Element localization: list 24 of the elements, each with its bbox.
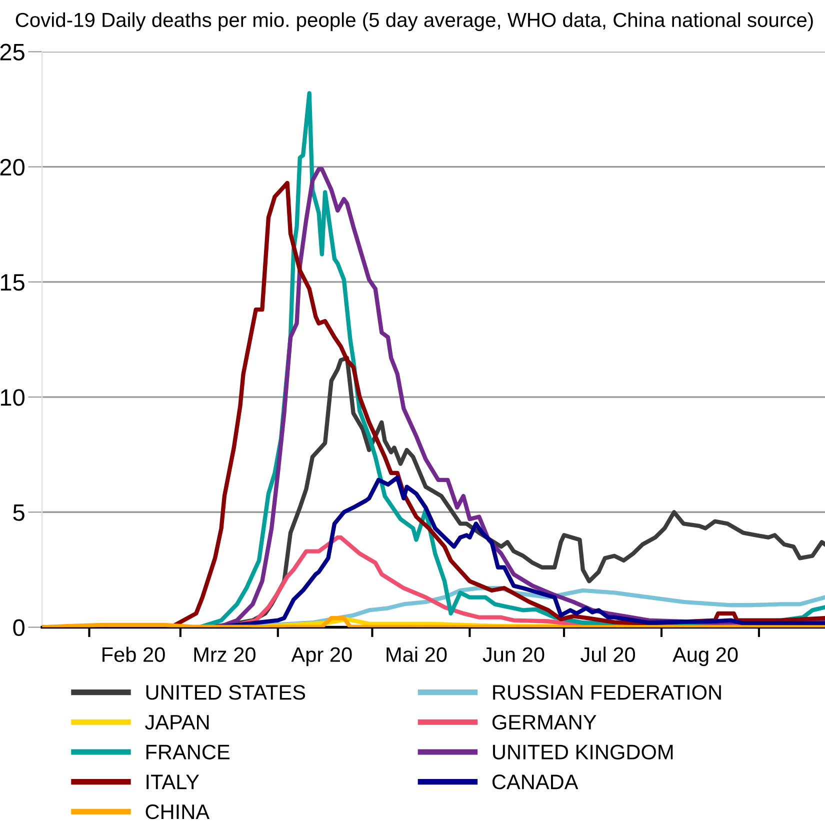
x-tick-label: Aug 20	[672, 647, 738, 666]
legend-label: JAPAN	[145, 715, 209, 730]
x-tick-label: Jul 20	[580, 646, 636, 662]
line-series	[42, 616, 825, 628]
y-tick-label: 15	[0, 274, 24, 291]
x-tick-label: Apr 20	[291, 647, 352, 666]
legend-label: RUSSIAN FEDERATION	[493, 685, 721, 700]
y-tick-label: 10	[0, 389, 24, 406]
legend-label: CANADA	[492, 774, 578, 790]
y-tick-label: 25	[0, 44, 24, 61]
y-tick-label: 5	[13, 504, 24, 521]
legend-label: CHINA	[146, 804, 210, 820]
y-tick-label: 20	[0, 158, 24, 176]
legend-label: ITALY	[146, 774, 200, 790]
x-tick-label: Feb 20	[102, 646, 165, 662]
legend-label: UNITED STATES	[146, 685, 306, 700]
y-tick-label: 0	[13, 619, 24, 636]
x-tick-label: Mrz 20	[194, 647, 256, 662]
legend-label: GERMANY	[492, 714, 596, 730]
legend-label: UNITED KINGDOM	[493, 744, 673, 760]
x-tick-label: Jun 20	[482, 647, 544, 662]
chart-title: Covid-19 Daily deaths per mio. people (5 day average, WHO data, China national source)	[16, 12, 813, 32]
legend-label: FRANCE	[146, 744, 230, 760]
x-tick-label: Mai 20	[386, 646, 447, 662]
